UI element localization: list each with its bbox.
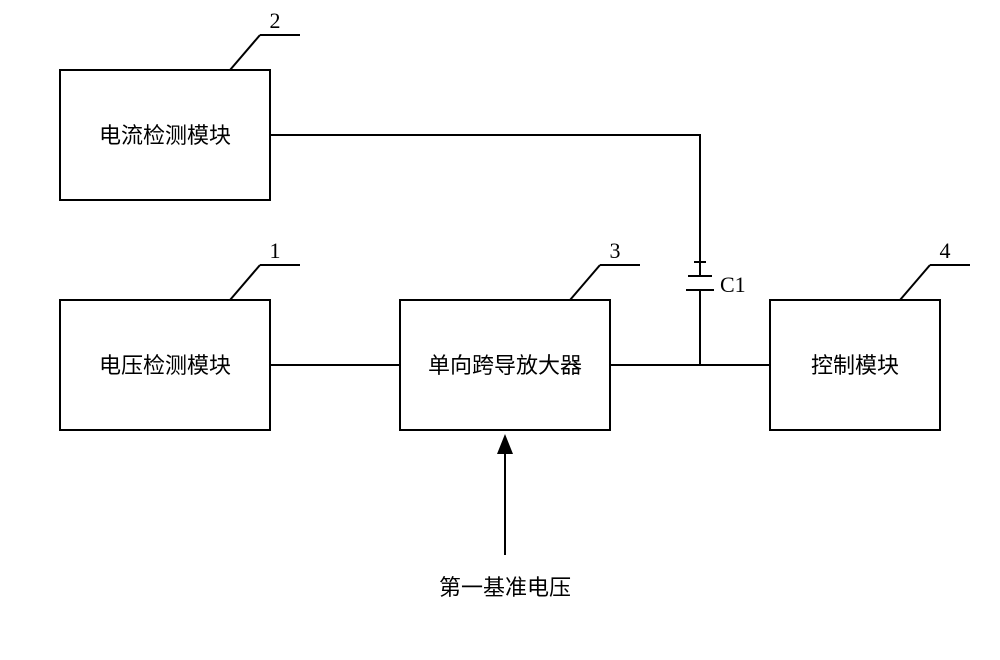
block-current-detect: 电流检测模块 2 [60, 8, 300, 200]
block-control: 控制模块 4 [770, 238, 970, 430]
block-current-detect-ref: 2 [270, 8, 281, 33]
block-current-detect-label: 电流检测模块 [99, 123, 231, 148]
ref-voltage-label: 第一基准电压 [439, 575, 571, 600]
block-ota: 单向跨导放大器 3 [400, 238, 640, 430]
block-voltage-detect: 电压检测模块 1 [60, 238, 300, 430]
block-control-ref: 4 [940, 238, 951, 263]
arrow-ref-voltage: 第一基准电压 [439, 434, 571, 600]
block-diagram: 电流检测模块 2 电压检测模块 1 单向跨导放大器 3 控制模块 4 [0, 0, 1000, 660]
block-ota-ref: 3 [610, 238, 621, 263]
capacitor-c1: C1 [686, 262, 746, 365]
block-control-label: 控制模块 [811, 353, 899, 378]
block-voltage-detect-ref: 1 [270, 238, 281, 263]
capacitor-c1-label: C1 [720, 272, 746, 297]
block-ota-label: 单向跨导放大器 [428, 353, 582, 378]
arrow-head-icon [497, 434, 513, 454]
block-voltage-detect-label: 电压检测模块 [99, 353, 231, 378]
